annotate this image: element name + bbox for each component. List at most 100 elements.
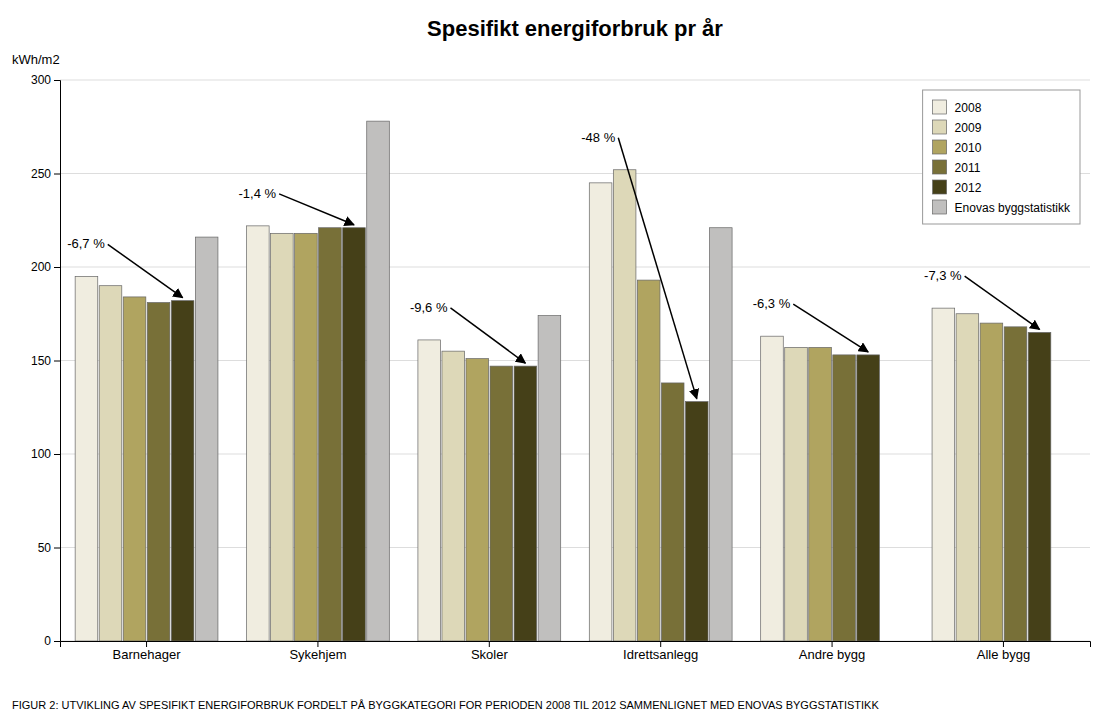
x-tick: Skoler [471,641,509,662]
bar [75,276,98,641]
legend-label: 2009 [955,121,982,135]
bar [613,170,636,641]
bar [538,316,561,641]
x-tick-mark [832,641,833,647]
y-tick-label: 50 [38,541,52,555]
bar [466,359,489,641]
legend-label: 2010 [955,141,982,155]
legend-label: 2008 [955,101,982,115]
bar [271,233,294,641]
legend-label: 2011 [955,161,981,175]
legend: 2008 2009 2010 2011 2012 Enovas byggstatistik… [923,90,1080,224]
y-tick: 300 [31,73,60,87]
title: Spesifikt energiforbruk pr år [427,16,723,41]
x-tick-mark [1003,641,1004,647]
x-tick-mark [660,641,661,647]
y-tick: 200 [31,260,60,274]
x-tick-label: Sykehjem [289,647,346,662]
bar [761,336,784,641]
legend-swatch [933,140,947,154]
x-tick: Alle bygg [977,641,1030,662]
legend-item: 2011 [933,160,981,175]
x-tick: Barnehager [113,641,182,662]
y-tick-label: 100 [31,447,51,461]
x-tick-mark [146,641,147,647]
bar [589,183,612,641]
legend-label: Enovas byggstatistikk [955,201,1071,215]
x-tick-mark [317,641,318,647]
bar [1028,332,1051,641]
y-tick: 150 [31,354,60,368]
bar [661,383,684,641]
bar [833,355,856,641]
x-axis-line [61,642,1091,648]
x-tick-label: Alle bygg [977,647,1030,662]
annotation-arrow [618,138,696,399]
x-tick-mark [489,641,490,647]
legend-swatch [933,120,947,134]
x-tick-label: Skoler [471,647,509,662]
bar [319,228,342,641]
annotation: -9,6 % [410,300,448,315]
x-tick-label: Barnehager [113,647,182,662]
legend-item: 2009 [933,120,982,135]
legend-item: 2012 [933,180,982,195]
bar [195,237,218,641]
bar [171,301,194,641]
bar [980,323,1003,641]
y-axis-line [54,81,61,642]
bar [295,233,318,641]
bar-series [123,233,1003,641]
y-tick-mark [54,641,60,642]
y-tick-mark [54,80,60,81]
annotation: -1,4 % [239,186,277,201]
y-tick-mark [54,454,60,455]
annotation: -48 % [581,130,615,145]
y-axis: 0 50 100 150 200 250 300 [31,73,61,648]
bar [857,355,880,641]
y-tick: 100 [31,447,60,461]
y-tick-label: 0 [44,634,51,648]
legend-item: 2010 [933,140,982,155]
legend-swatch [933,200,947,214]
y-tick-label: 150 [31,354,51,368]
y-tick: 250 [31,167,60,181]
grid-line [60,80,1090,81]
bar [367,121,390,641]
y-tick-mark [54,174,60,175]
x-tick-label: Idrettsanlegg [623,647,698,662]
bar [418,340,441,641]
bar [123,297,146,641]
bar [99,286,122,641]
annotations: -6,7 %-1,4 %-9,6 %-48 %-6,3 %-7,3 % [67,130,1039,399]
annotation-arrow [279,194,354,225]
bar-series [75,183,955,641]
x-tick: Idrettsanlegg [623,641,698,662]
y-tick-mark [54,548,60,549]
legend-swatch [933,180,947,194]
bars [75,121,1051,641]
legend-swatch [933,160,947,174]
grid [60,80,1090,641]
annotation: -6,3 % [753,296,791,311]
bar [490,366,513,641]
legend-swatch [933,100,947,114]
caption: FIGUR 2: UTVIKLING AV SPESIFIKT ENERGIFO… [12,699,879,711]
bar [637,280,660,641]
bar [956,314,979,641]
bar [247,226,270,641]
y-tick-label: 250 [31,167,51,181]
bar [932,308,955,641]
annotation-arrow [793,304,868,352]
bar-series [195,121,732,641]
legend-item: Enovas byggstatistikk [933,200,1071,215]
y-tick: 50 [38,541,60,555]
plot: 0 50 100 150 200 250 300 Barnehager Sykehjem Skol… [31,73,1091,662]
bar [1004,327,1027,641]
bar [442,351,465,641]
x-tick: Sykehjem [289,641,346,662]
y-tick-mark [54,267,60,268]
x-tick-label: Andre bygg [799,647,866,662]
x-tick: Andre bygg [799,641,866,662]
annotation-arrow [450,308,525,363]
